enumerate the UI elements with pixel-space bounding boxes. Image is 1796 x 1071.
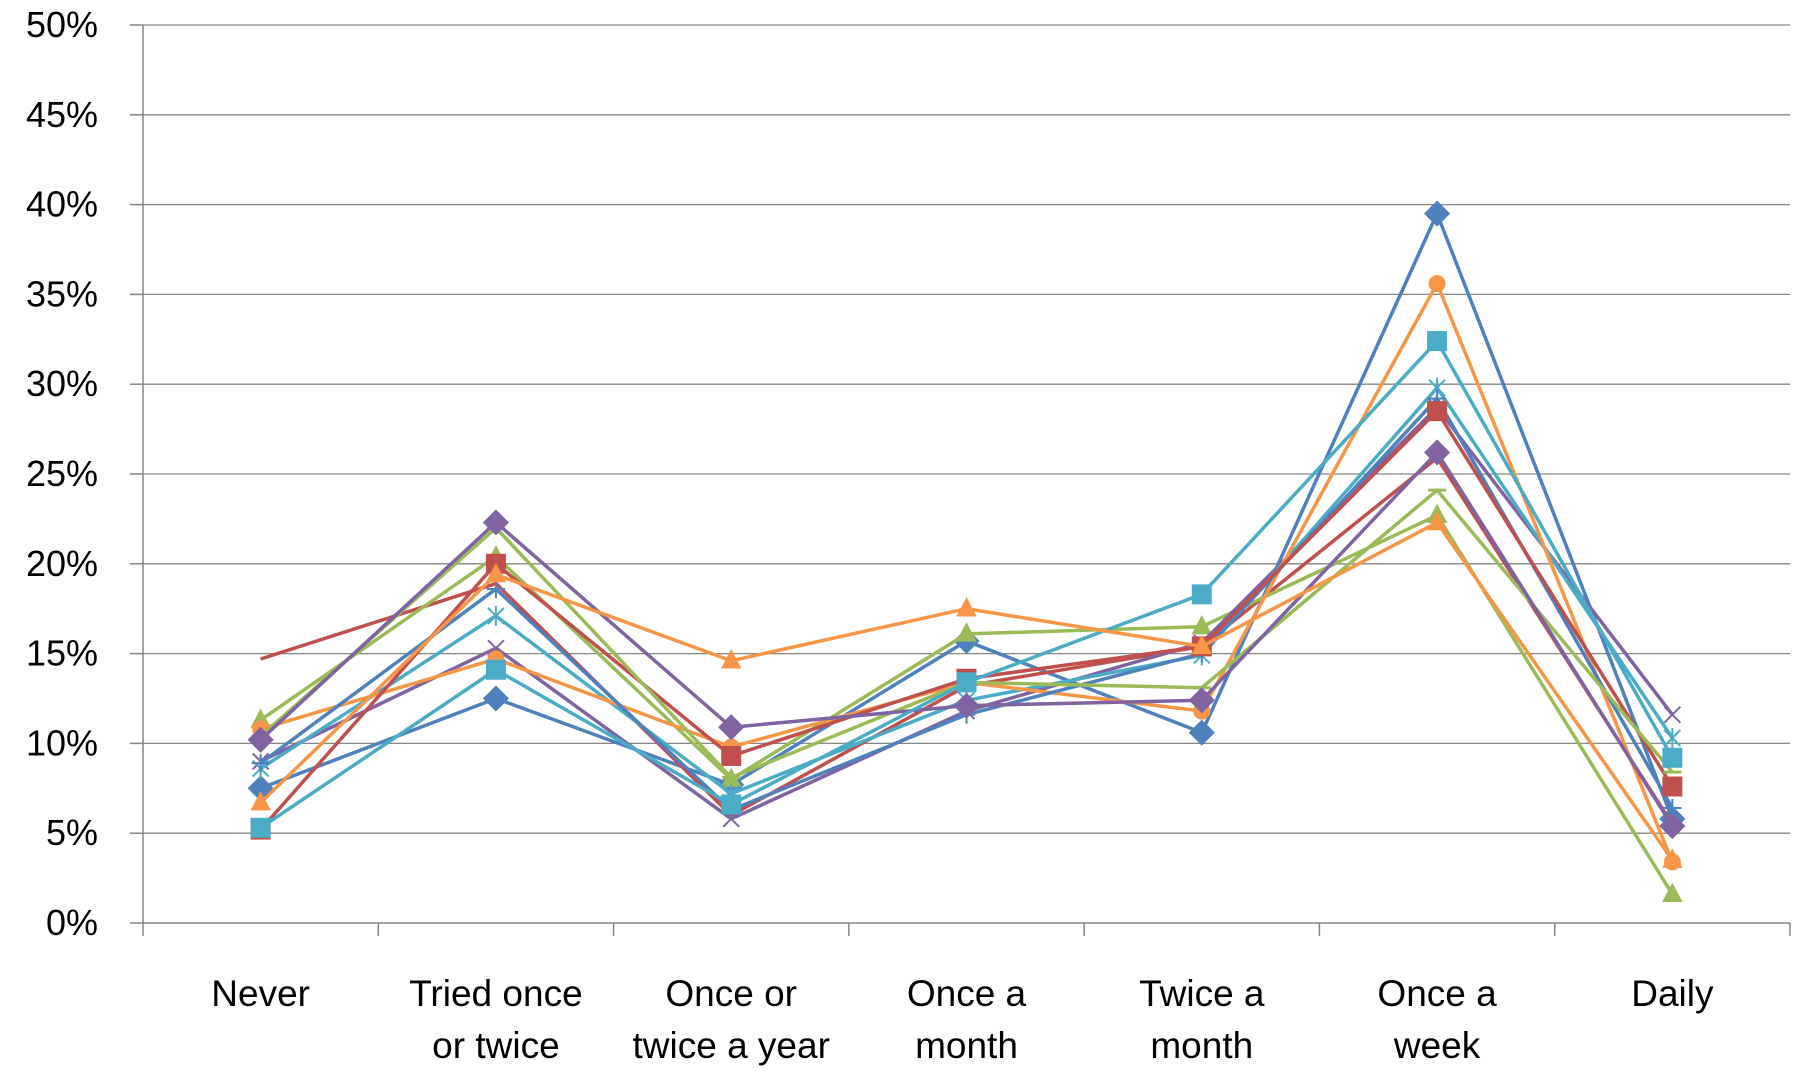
series-11 [250, 331, 1683, 838]
data-point [1191, 584, 1212, 605]
data-point [721, 745, 742, 766]
data-point [956, 622, 977, 642]
y-tick-label: 40% [26, 184, 98, 225]
data-point [1428, 275, 1446, 293]
data-point [1188, 687, 1215, 714]
x-tick-label: Once a week [1377, 973, 1497, 1066]
data-point [1427, 331, 1448, 352]
data-point [482, 509, 509, 536]
data-point [1191, 615, 1213, 635]
x-tick-label: Twice a month [1139, 973, 1265, 1066]
x-tick-label: Tried once or twice [409, 973, 582, 1066]
x-tick-label: Once a month [907, 973, 1027, 1066]
data-point [1662, 776, 1683, 797]
data-point [1424, 200, 1451, 227]
data-point [1662, 747, 1683, 768]
data-point [485, 562, 507, 583]
data-point [1663, 728, 1682, 749]
y-tick-label: 20% [26, 543, 98, 584]
data-point [486, 579, 505, 598]
data-point [485, 659, 506, 680]
data-point [1659, 812, 1686, 840]
data-point [956, 672, 977, 693]
series-line [259, 339, 1674, 830]
data-point [720, 649, 742, 669]
series-12 [250, 510, 1683, 868]
data-point [1424, 439, 1451, 466]
y-tick-label: 45% [26, 94, 98, 135]
data-point [250, 791, 271, 811]
data-point [956, 597, 977, 617]
data-point [247, 726, 274, 753]
data-point [718, 714, 745, 741]
data-point [487, 605, 505, 626]
series-10 [247, 439, 1686, 840]
data-point [1188, 719, 1215, 746]
y-tick-label: 25% [26, 453, 98, 494]
data-point [1662, 882, 1683, 903]
data-point [1427, 401, 1448, 422]
series-group [247, 200, 1686, 903]
y-tick-label: 30% [26, 363, 98, 404]
x-tick-label: Once or twice a year [633, 973, 830, 1066]
series-5 [251, 377, 1682, 804]
data-point [1426, 510, 1448, 531]
axes [130, 24, 1791, 936]
y-tick-label: 35% [26, 273, 98, 314]
data-point [250, 817, 271, 838]
y-tick-label: 5% [46, 812, 98, 853]
data-point [1663, 705, 1682, 724]
x-tick-label: Daily [1631, 973, 1714, 1014]
y-tick-label: 50% [26, 4, 98, 45]
x-tick-label: Never [211, 973, 310, 1014]
y-tick-label: 0% [46, 902, 98, 943]
series-8 [250, 401, 1683, 840]
series-1 [247, 200, 1686, 832]
data-point [721, 794, 742, 815]
data-point [251, 754, 270, 773]
data-point [1191, 634, 1213, 655]
y-tick-label: 10% [26, 722, 98, 763]
data-point [482, 685, 509, 712]
series-6 [252, 275, 1681, 871]
y-tick-label: 15% [26, 633, 98, 674]
axis-labels: 0% 5% 10% 15% 20% 25% 30% 35% 40% 45% 50% Never Trie… [26, 4, 1714, 1066]
data-point [953, 692, 980, 719]
data-point [1662, 848, 1683, 868]
